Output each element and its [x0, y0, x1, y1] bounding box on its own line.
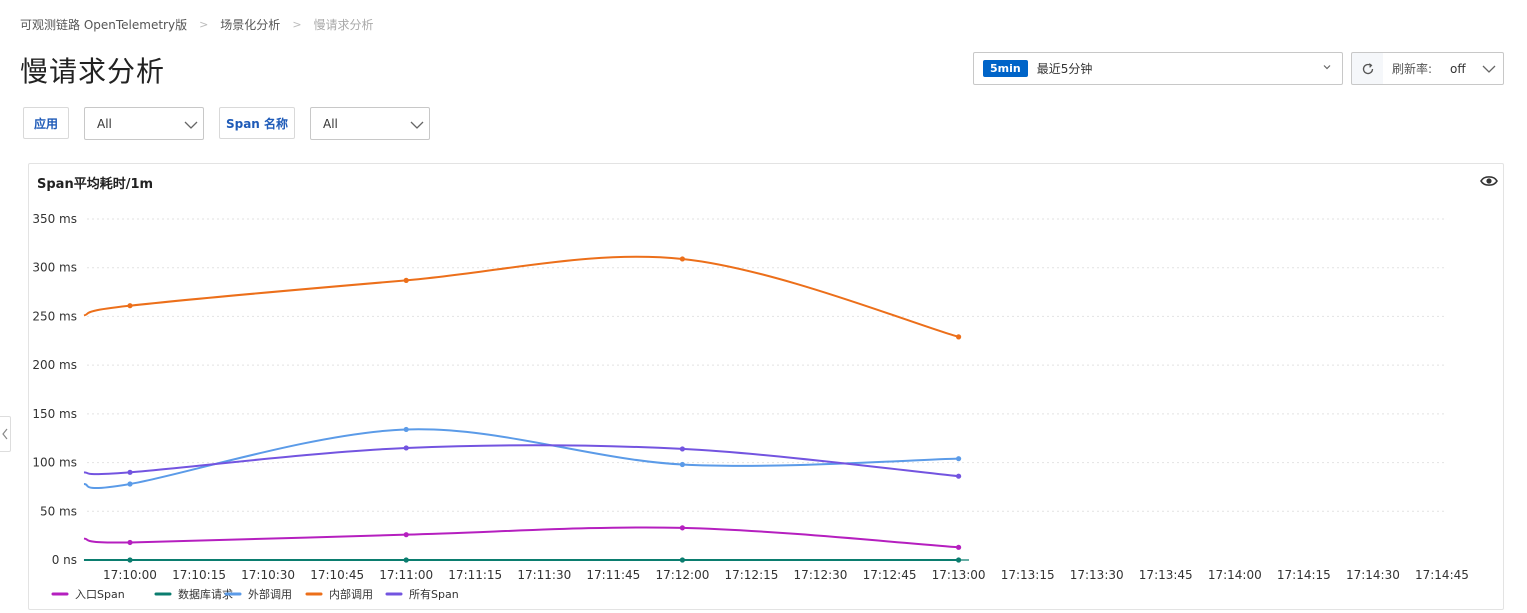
breadcrumb-item-scenario[interactable]: 场景化分析	[220, 17, 281, 32]
refresh-button[interactable]	[1351, 52, 1384, 85]
span-latency-chart-card: Span平均耗时/1m 0 ns 50 ms 100 ms 150 ms 200 ms 2…	[28, 163, 1504, 610]
series-4-point	[127, 469, 133, 475]
series-1-point	[403, 557, 409, 563]
latency-line-chart: 0 ns 50 ms 100 ms 150 ms 200 ms 250 ms 300 ms 3…	[32, 212, 1469, 601]
legend-item-label: 所有Span	[409, 587, 459, 601]
span-name-filter-label: Span 名称	[219, 107, 295, 139]
page-title: 慢请求分析	[20, 55, 166, 88]
x-tick-label: 17:14:15	[1277, 568, 1331, 582]
x-tick-label: 17:13:45	[1139, 568, 1193, 582]
refresh-rate-value: off	[1450, 61, 1466, 76]
series-4-point	[956, 473, 962, 479]
x-tick-label: 17:14:30	[1346, 568, 1400, 582]
series-1-point	[956, 557, 962, 563]
breadcrumb-separator-icon: >	[292, 17, 302, 31]
series-4-line	[83, 444, 959, 478]
time-range-label: 最近5分钟	[1036, 62, 1093, 76]
series-3-point	[127, 303, 133, 309]
x-tick-label: 17:13:00	[932, 568, 986, 582]
breadcrumb-separator-icon: >	[199, 17, 209, 31]
x-tick-label: 17:10:30	[241, 568, 295, 582]
series-2-line	[83, 428, 959, 490]
refresh-rate-select[interactable]: 刷新率: off	[1383, 52, 1504, 85]
y-tick-label: 250 ms	[32, 309, 77, 323]
series-1-point	[127, 557, 133, 563]
refresh-rate-label: 刷新率:	[1392, 62, 1433, 76]
x-tick-label: 17:12:45	[863, 568, 917, 582]
legend-item-label: 内部调用	[329, 587, 373, 601]
breadcrumb: 可观测链路 OpenTelemetry版 > 场景化分析 > 慢请求分析	[20, 14, 374, 34]
time-range-badge: 5min	[983, 60, 1028, 77]
series-4-point	[403, 445, 409, 451]
x-tick-label: 17:13:15	[1001, 568, 1055, 582]
span-name-filter-value: All	[323, 116, 338, 131]
chevron-left-icon	[1, 428, 7, 440]
time-range-select[interactable]: 5min 最近5分钟	[973, 52, 1343, 85]
refresh-icon	[1362, 62, 1373, 74]
x-tick-label: 17:13:30	[1070, 568, 1124, 582]
span-name-filter-select[interactable]: All	[310, 107, 430, 140]
x-tick-label: 17:12:15	[724, 568, 778, 582]
x-tick-label: 17:10:15	[172, 568, 226, 582]
y-tick-label: 50 ms	[40, 504, 77, 518]
series-3-point	[679, 256, 686, 262]
app-filter-value: All	[97, 116, 112, 131]
series-2-point	[956, 456, 962, 462]
x-tick-label: 17:14:45	[1415, 568, 1469, 582]
series-2-point	[127, 481, 133, 487]
breadcrumb-item-otel[interactable]: 可观测链路 OpenTelemetry版	[20, 17, 188, 32]
app-filter-select[interactable]: All	[84, 107, 204, 140]
series-1-point	[679, 557, 686, 563]
legend-item-label: 数据库请求	[178, 587, 233, 601]
series-0-point	[127, 539, 133, 546]
chevron-down-icon	[181, 115, 201, 138]
series-3-point	[403, 277, 409, 283]
series-2-point	[403, 426, 409, 433]
x-tick-label: 17:14:00	[1208, 568, 1262, 582]
x-tick-label: 17:10:00	[103, 568, 157, 582]
x-tick-label: 17:12:00	[655, 568, 709, 582]
y-tick-label: 100 ms	[32, 456, 77, 470]
series-0-point	[403, 532, 409, 538]
y-tick-label: 0 ns	[52, 553, 77, 567]
series-0-line	[83, 526, 959, 549]
breadcrumb-item-current: 慢请求分析	[313, 17, 374, 32]
series-2-point	[679, 461, 686, 468]
series-3-line	[83, 255, 959, 338]
series-4-point	[679, 446, 686, 452]
x-tick-label: 17:12:30	[794, 568, 848, 582]
series-0-point	[956, 544, 962, 550]
eye-icon[interactable]	[1479, 171, 1499, 195]
chart-title: Span平均耗时/1m	[37, 177, 154, 192]
x-tick-label: 17:11:00	[379, 568, 433, 582]
x-tick-label: 17:11:45	[586, 568, 640, 582]
chevron-down-icon	[1479, 59, 1499, 82]
legend-item-label: 外部调用	[248, 587, 292, 601]
app-filter-label: 应用	[23, 107, 69, 139]
collapse-panel-tab[interactable]	[0, 416, 11, 452]
series-0-point	[679, 525, 686, 531]
chevron-down-icon	[1322, 62, 1332, 75]
legend-item-label: 入口Span	[75, 588, 125, 601]
series-3-point	[956, 334, 962, 340]
y-tick-label: 300 ms	[32, 261, 77, 275]
x-tick-label: 17:11:30	[517, 568, 571, 582]
y-tick-label: 350 ms	[32, 212, 77, 226]
x-tick-label: 17:11:15	[448, 568, 502, 582]
y-tick-label: 200 ms	[32, 358, 77, 372]
chevron-down-icon	[407, 115, 427, 138]
y-tick-label: 150 ms	[32, 407, 77, 421]
x-tick-label: 17:10:45	[310, 568, 364, 582]
